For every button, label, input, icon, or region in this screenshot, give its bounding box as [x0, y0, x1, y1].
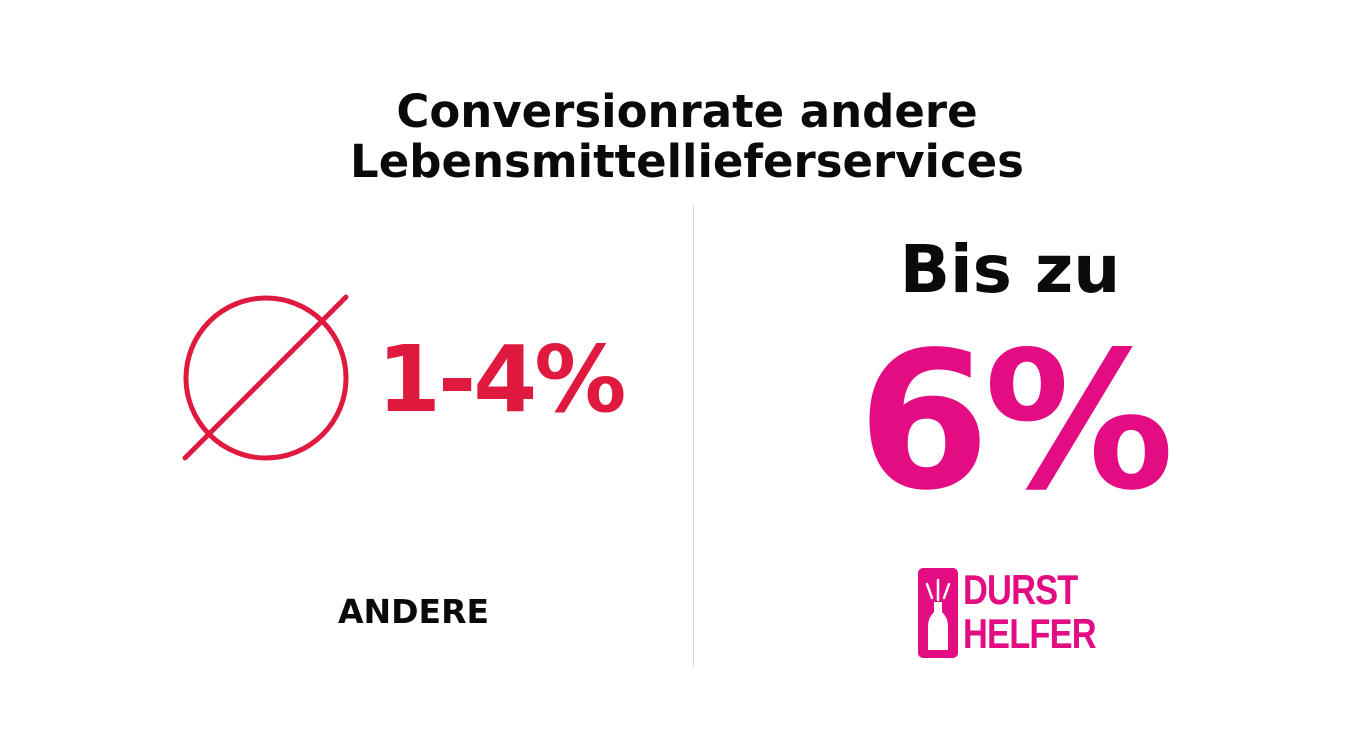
durst-helfer-conversion-value: 6%	[857, 311, 1175, 532]
logo-line-2: HELFER	[963, 610, 1097, 657]
other-conversion-value: 1-4%	[377, 326, 626, 433]
logo-line-1: DURST	[963, 566, 1078, 613]
up-to-label: Bis zu	[899, 231, 1121, 308]
bottle-icon	[918, 568, 958, 658]
title-line-1: Conversionrate andere	[396, 85, 978, 138]
average-diameter-icon	[182, 294, 349, 461]
logo-wordmark: DURST HELFER	[963, 566, 1097, 657]
divider	[693, 205, 694, 667]
durst-helfer-logo: DURST HELFER	[918, 568, 1108, 660]
other-label: ANDERE	[338, 592, 490, 631]
title-line-2: Lebensmittellieferservices	[350, 135, 1024, 188]
